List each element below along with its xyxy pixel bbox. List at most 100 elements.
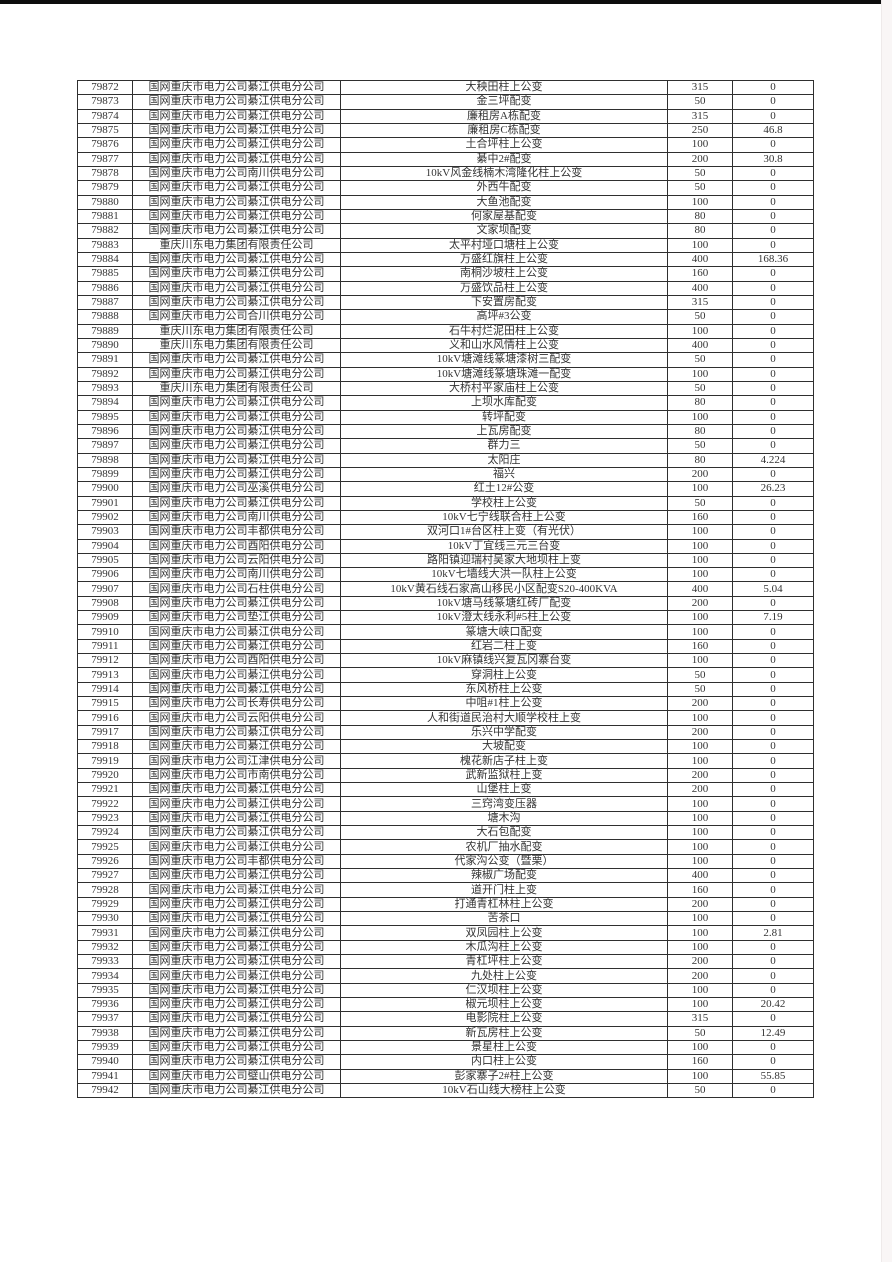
cell-station_name: 群力三 — [340, 438, 668, 454]
cell-company: 国网重庆市电力公司綦江供电分公司 — [132, 724, 341, 741]
cell-capacity: 50 — [667, 1025, 733, 1041]
cell-value: 0 — [732, 423, 814, 440]
cell-capacity: 100 — [667, 524, 733, 540]
cell-station_name: 三窍湾变压器 — [340, 796, 668, 812]
cell-row_id: 79910 — [77, 624, 133, 640]
cell-value: 0 — [732, 767, 814, 784]
cell-capacity: 100 — [667, 810, 733, 827]
cell-value: 0 — [732, 524, 814, 540]
cell-row_id: 79926 — [77, 853, 133, 870]
cell-value: 4.224 — [732, 452, 814, 468]
cell-company: 国网重庆市电力公司綦江供电分公司 — [132, 982, 341, 999]
table-row: 79896 国网重庆市电力公司綦江供电分公司 上瓦房配变 80 0 — [77, 423, 814, 440]
table-row: 79912 国网重庆市电力公司酉阳供电分公司 10kV麻镇线兴复瓦冈寨台变 100 0 — [77, 653, 814, 669]
cell-company: 重庆川东电力集团有限责任公司 — [132, 380, 341, 397]
cell-capacity: 100 — [667, 567, 733, 583]
cell-station_name: 槐花新店子柱上变 — [340, 753, 668, 769]
cell-value: 168.36 — [732, 251, 814, 268]
cell-station_name: 大秧田柱上公变 — [340, 79, 668, 96]
cell-company: 国网重庆市电力公司綦江供电分公司 — [132, 352, 341, 368]
cell-capacity: 100 — [667, 538, 733, 554]
cell-row_id: 79888 — [77, 309, 133, 325]
cell-value: 55.85 — [732, 1068, 814, 1084]
cell-capacity: 100 — [667, 911, 733, 927]
cell-station_name: 九处柱上公变 — [340, 968, 668, 984]
cell-capacity: 100 — [667, 825, 733, 841]
cell-company: 国网重庆市电力公司綦江供电分公司 — [132, 137, 341, 153]
cell-station_name: 万盛红旗柱上公变 — [340, 251, 668, 268]
cell-row_id: 79932 — [77, 939, 133, 956]
cell-company: 国网重庆市电力公司綦江供电分公司 — [132, 782, 341, 798]
cell-value: 0 — [732, 868, 814, 884]
cell-row_id: 79930 — [77, 911, 133, 927]
cell-company: 国网重庆市电力公司綦江供电分公司 — [132, 223, 341, 239]
cell-station_name: 篆塘大峡口配变 — [340, 624, 668, 640]
cell-value: 0 — [732, 681, 814, 698]
cell-station_name: 金三坪配变 — [340, 94, 668, 110]
cell-value: 20.42 — [732, 996, 814, 1013]
cell-company: 国网重庆市电力公司綦江供电分公司 — [132, 868, 341, 884]
table-row: 79888 国网重庆市电力公司合川供电分公司 高坪#3公变 50 0 — [77, 309, 814, 325]
cell-company: 国网重庆市电力公司合川供电分公司 — [132, 309, 341, 325]
cell-value: 0 — [732, 323, 814, 339]
cell-value: 0 — [732, 108, 814, 124]
cell-station_name: 土合坪柱上公变 — [340, 137, 668, 153]
table-row: 79889 重庆川东电力集团有限责任公司 石牛村烂泥田柱上公变 100 0 — [77, 323, 814, 339]
cell-station_name: 打通青杠林柱上公变 — [340, 896, 668, 913]
cell-value: 0 — [732, 366, 814, 382]
cell-capacity: 160 — [667, 1054, 733, 1070]
cell-station_name: 太平村垭口塘柱上公变 — [340, 237, 668, 253]
cell-row_id: 79902 — [77, 509, 133, 526]
cell-row_id: 79874 — [77, 108, 133, 124]
cell-company: 国网重庆市电力公司长寿供电分公司 — [132, 696, 341, 712]
cell-row_id: 79925 — [77, 839, 133, 855]
cell-company: 国网重庆市电力公司綦江供电分公司 — [132, 108, 341, 124]
cell-station_name: 10kV风金线楠木湾隆化柱上公变 — [340, 165, 668, 182]
table-row: 79931 国网重庆市电力公司綦江供电分公司 双凤园柱上公变 100 2.81 — [77, 925, 814, 941]
cell-capacity: 200 — [667, 968, 733, 984]
cell-row_id: 79884 — [77, 251, 133, 268]
cell-capacity: 100 — [667, 753, 733, 769]
table-row: 79873 国网重庆市电力公司綦江供电分公司 金三坪配变 50 0 — [77, 94, 814, 110]
cell-value: 0 — [732, 194, 814, 210]
table-row: 79877 国网重庆市电力公司綦江供电分公司 綦中2#配变 200 30.8 — [77, 151, 814, 167]
table-row: 79928 国网重庆市电力公司綦江供电分公司 道开门柱上变 160 0 — [77, 882, 814, 898]
cell-row_id: 79927 — [77, 868, 133, 884]
cell-row_id: 79897 — [77, 438, 133, 454]
cell-company: 国网重庆市电力公司綦江供电分公司 — [132, 925, 341, 941]
cell-company: 国网重庆市电力公司云阳供电分公司 — [132, 710, 341, 726]
cell-capacity: 50 — [667, 667, 733, 683]
cell-company: 国网重庆市电力公司綦江供电分公司 — [132, 911, 341, 927]
cell-value: 0 — [732, 954, 814, 970]
cell-company: 国网重庆市电力公司綦江供电分公司 — [132, 638, 341, 655]
cell-value: 0 — [732, 810, 814, 827]
table-row: 79936 国网重庆市电力公司綦江供电分公司 椒元坝柱上公变 100 20.42 — [77, 996, 814, 1013]
cell-capacity: 250 — [667, 122, 733, 139]
cell-company: 国网重庆市电力公司巫溪供电分公司 — [132, 481, 341, 497]
cell-station_name: 乐兴中学配变 — [340, 724, 668, 741]
cell-value: 46.8 — [732, 122, 814, 139]
cell-value: 0 — [732, 280, 814, 296]
cell-capacity: 200 — [667, 466, 733, 483]
cell-value: 0 — [732, 882, 814, 898]
cell-row_id: 79887 — [77, 294, 133, 311]
table-body: 79872 国网重庆市电力公司綦江供电分公司 大秧田柱上公变 315 0 79873 国网重… — [77, 79, 814, 1099]
cell-station_name: 福兴 — [340, 466, 668, 483]
cell-station_name: 东风桥柱上公变 — [340, 681, 668, 698]
cell-capacity: 100 — [667, 481, 733, 497]
table-row: 79917 国网重庆市电力公司綦江供电分公司 乐兴中学配变 200 0 — [77, 724, 814, 741]
cell-value: 0 — [732, 724, 814, 741]
cell-row_id: 79919 — [77, 753, 133, 769]
cell-station_name: 青杠坪柱上公变 — [340, 954, 668, 970]
cell-row_id: 79908 — [77, 595, 133, 612]
cell-company: 国网重庆市电力公司綦江供电分公司 — [132, 122, 341, 139]
cell-row_id: 79872 — [77, 79, 133, 96]
cell-value: 0 — [732, 753, 814, 769]
cell-company: 国网重庆市电力公司綦江供电分公司 — [132, 395, 341, 411]
cell-station_name: 10kV塘马线篆塘红砖厂配变 — [340, 595, 668, 612]
cell-company: 国网重庆市电力公司綦江供电分公司 — [132, 1054, 341, 1070]
cell-value: 0 — [732, 309, 814, 325]
table-row: 79876 国网重庆市电力公司綦江供电分公司 土合坪柱上公变 100 0 — [77, 137, 814, 153]
cell-company: 国网重庆市电力公司綦江供电分公司 — [132, 366, 341, 382]
cell-station_name: 10kV塘滩线篆塘漆树三配变 — [340, 352, 668, 368]
